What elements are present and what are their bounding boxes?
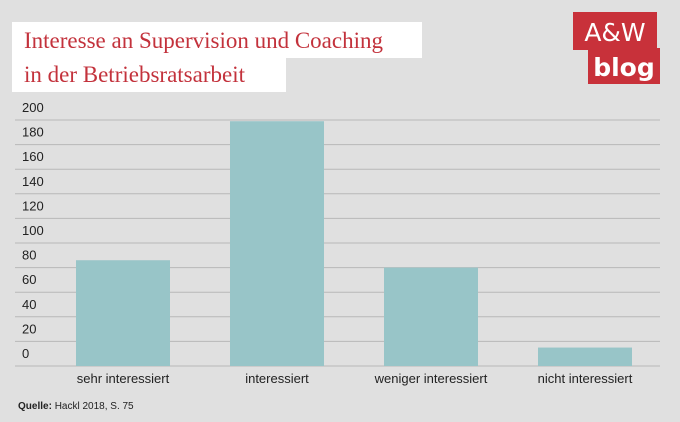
y-tick-label: 20 [22, 321, 36, 336]
x-tick-label: weniger interessiert [374, 371, 488, 386]
title-box [12, 58, 286, 92]
source: Quelle: Hackl 2018, S. 75 [18, 401, 134, 412]
x-tick-label: interessiert [245, 371, 309, 386]
y-tick-label: 100 [22, 223, 44, 238]
y-tick-label: 200 [22, 100, 44, 115]
y-tick-label: 80 [22, 248, 36, 263]
bar [384, 267, 478, 366]
x-tick-label: sehr interessiert [77, 371, 170, 386]
y-tick-label: 120 [22, 198, 44, 213]
y-tick-label: 160 [22, 149, 44, 164]
title-box [12, 22, 422, 58]
logo-box [588, 48, 660, 84]
bar [538, 347, 632, 366]
y-tick-label: 180 [22, 125, 44, 140]
x-tick-label: nicht interessiert [538, 371, 633, 386]
bar [76, 260, 170, 366]
logo-text: A&W [584, 18, 645, 47]
source-text: Hackl 2018, S. 75 [55, 401, 134, 412]
y-tick-label: 140 [22, 174, 44, 189]
source-label: Quelle: [18, 401, 52, 412]
y-tick-label: 0 [22, 346, 29, 361]
logo-box [573, 12, 657, 50]
chart-title: in der Betriebsratsarbeit [24, 62, 246, 87]
chart-title: Interesse an Supervision und Coaching [24, 28, 383, 53]
logo-text: blog [593, 53, 655, 82]
bar [230, 121, 324, 366]
y-tick-label: 60 [22, 272, 36, 287]
y-tick-label: 40 [22, 297, 36, 312]
